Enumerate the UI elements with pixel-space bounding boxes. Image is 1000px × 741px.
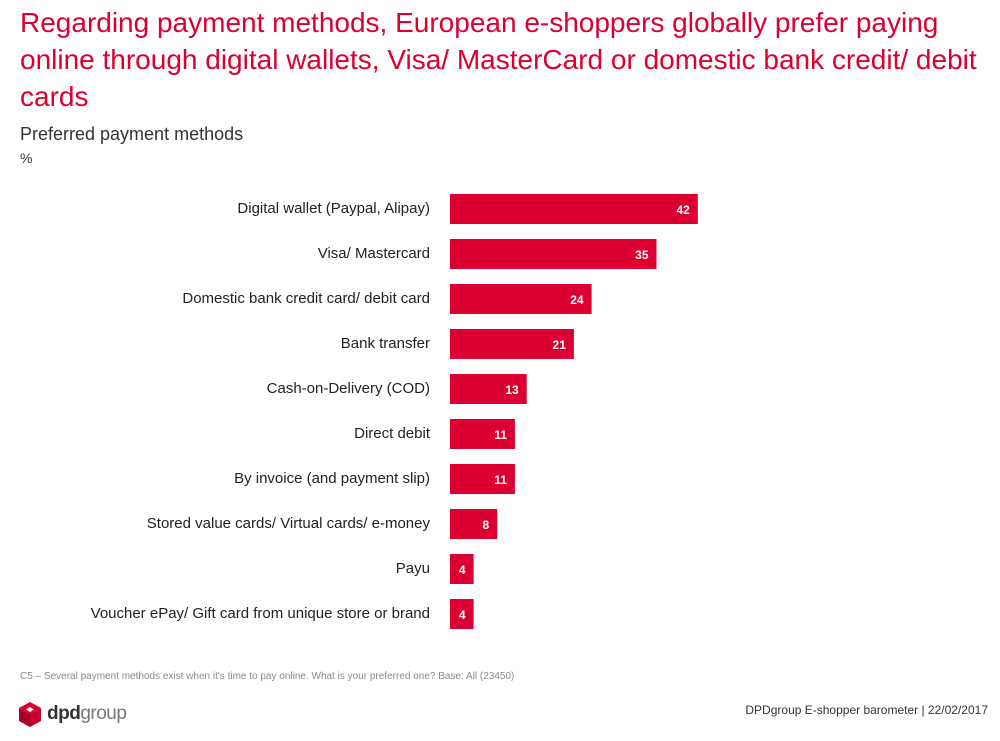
category-label: Payu <box>396 560 430 577</box>
bar <box>450 464 515 494</box>
bar <box>450 239 657 269</box>
bar <box>450 554 474 584</box>
bar <box>450 329 574 359</box>
bar <box>450 599 474 629</box>
category-label: Stored value cards/ Virtual cards/ e-mon… <box>147 515 431 532</box>
category-label: Domestic bank credit card/ debit card <box>182 290 430 307</box>
bar <box>450 509 498 539</box>
bar <box>450 284 592 314</box>
footnote: C5 – Several payment methods exist when … <box>20 671 515 682</box>
bar-value-label: 4 <box>459 608 466 622</box>
bar-chart: Digital wallet (Paypal, Alipay) 42 Visa/ M… <box>91 194 698 629</box>
bar-value-label: 11 <box>494 473 507 487</box>
category-label: Direct debit <box>354 425 431 442</box>
source-text: DPDgroup E-shopper barometer | 22/02/201… <box>745 703 988 717</box>
unit-label: % <box>20 150 33 166</box>
dpd-cube-icon <box>19 701 41 727</box>
bar-value-label: 13 <box>505 383 519 397</box>
logo-group-text: group <box>80 703 127 724</box>
bar <box>450 194 698 224</box>
category-label: By invoice (and payment slip) <box>234 470 430 487</box>
bar <box>450 374 527 404</box>
dpd-logo: dpdgroup <box>18 700 127 728</box>
logo-dpd-text: dpd <box>47 703 81 724</box>
page-title: Regarding payment methods, European e-sh… <box>20 7 977 112</box>
category-label: Cash-on-Delivery (COD) <box>267 380 430 397</box>
bar-value-label: 35 <box>635 248 649 262</box>
bar-value-label: 8 <box>483 518 490 532</box>
chart-subtitle: Preferred payment methods <box>20 124 244 144</box>
bar-value-label: 42 <box>676 203 690 217</box>
category-label: Visa/ Mastercard <box>318 245 430 262</box>
category-label: Digital wallet (Paypal, Alipay) <box>237 200 430 217</box>
category-label: Voucher ePay/ Gift card from unique stor… <box>91 605 430 622</box>
category-label: Bank transfer <box>341 335 430 352</box>
bar-value-label: 11 <box>494 428 507 442</box>
bar <box>450 419 515 449</box>
bar-value-label: 4 <box>459 563 466 577</box>
bar-value-label: 24 <box>570 293 584 307</box>
bar-value-label: 21 <box>553 338 567 352</box>
